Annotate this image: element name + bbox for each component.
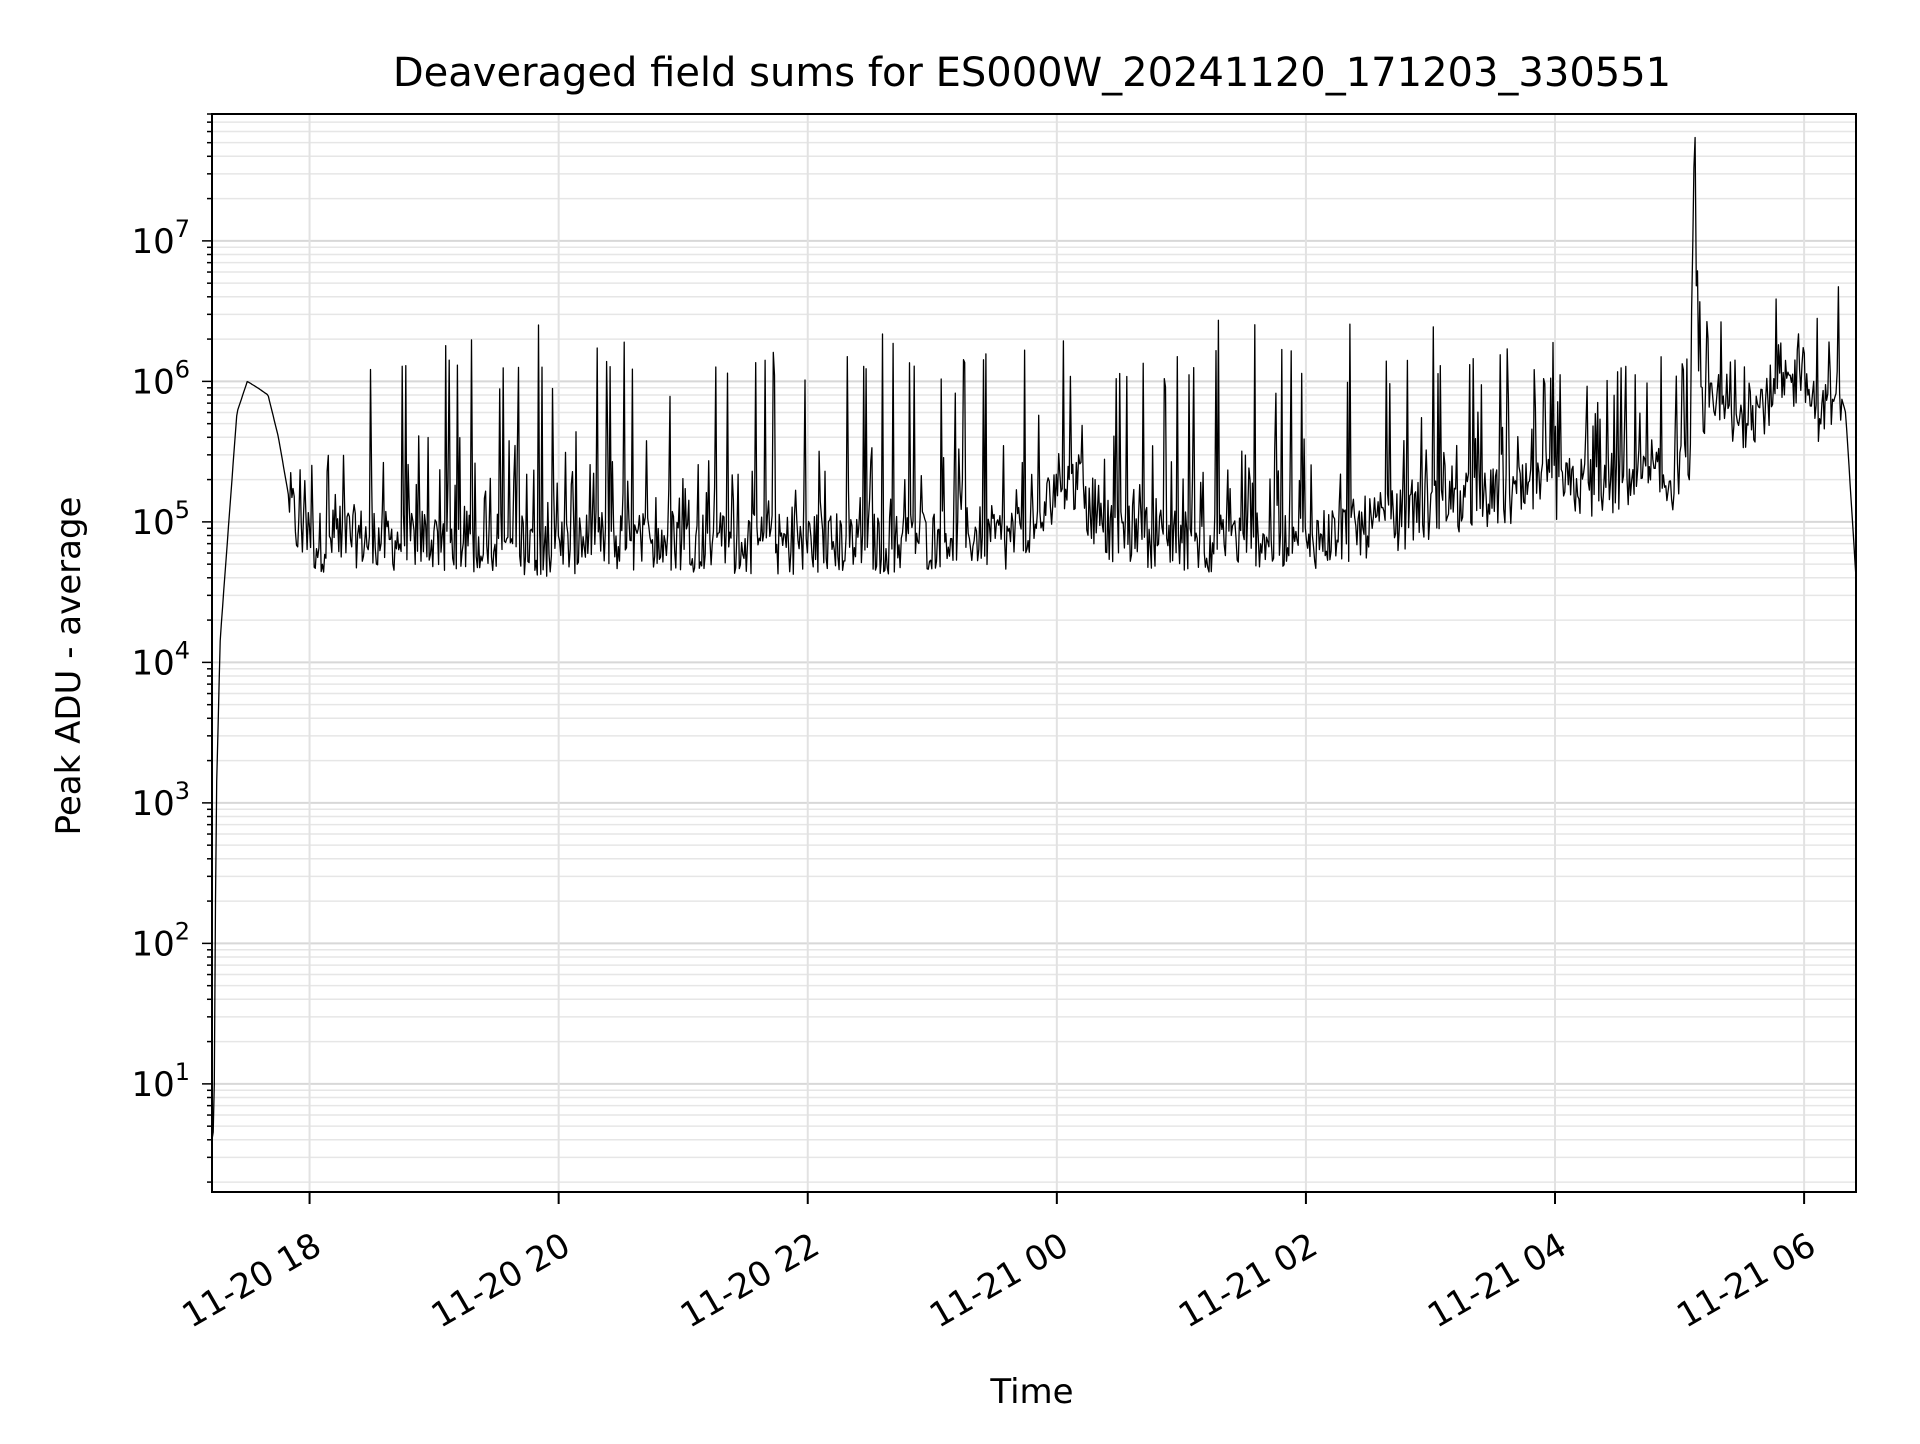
- grid-lines: [212, 113, 1856, 1192]
- y-axis-label: Peak ADU - average: [49, 497, 89, 836]
- y-tick-label: 106: [131, 355, 190, 402]
- series-line: [211, 136, 1857, 1140]
- x-axis-label: Time: [989, 1372, 1073, 1412]
- y-tick-label: 107: [131, 215, 190, 262]
- y-tick-label: 105: [131, 496, 190, 543]
- y-tick-label: 104: [131, 636, 190, 683]
- series-layer: [211, 136, 1857, 1140]
- chart-title: Deaveraged field sums for ES000W_2024112…: [393, 50, 1671, 96]
- plot-frame: [211, 113, 1857, 1193]
- y-tick-label: 101: [131, 1058, 190, 1105]
- y-tick-label: 102: [131, 917, 190, 964]
- y-tick-label: 103: [131, 777, 190, 824]
